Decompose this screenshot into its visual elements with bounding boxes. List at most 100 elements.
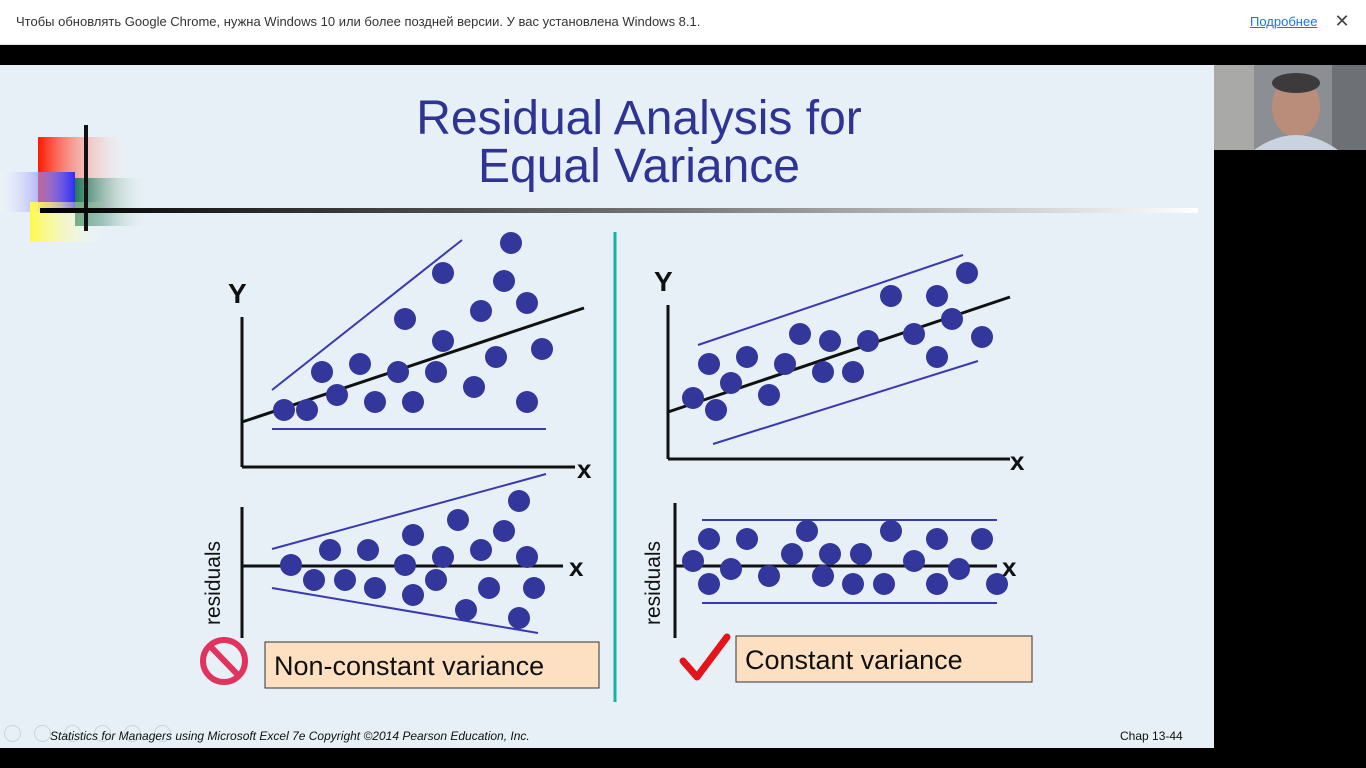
data-point [387, 361, 409, 383]
data-point [432, 262, 454, 284]
learn-more-link[interactable]: Подробнее [1250, 14, 1318, 29]
data-point [364, 391, 386, 413]
right-scatter-plot [666, 254, 1011, 461]
data-point [500, 232, 522, 254]
residual-point [334, 569, 356, 591]
residual-point [873, 573, 895, 595]
data-point [971, 326, 993, 348]
data-point [296, 399, 318, 421]
presentation-slide: Residual Analysis for Equal Variance [0, 65, 1214, 748]
data-point [903, 323, 925, 345]
top-black-band [0, 45, 1366, 65]
slide-nav-more[interactable] [154, 725, 171, 742]
residual-point [948, 558, 970, 580]
right-x-label: x [1010, 446, 1025, 476]
residual-point [493, 520, 515, 542]
data-point [326, 384, 348, 406]
residual-point [364, 577, 386, 599]
close-icon[interactable]: ✕ [1334, 11, 1350, 31]
residual-point [478, 577, 500, 599]
left-caption: Non-constant variance [274, 651, 544, 681]
checkmark-icon [679, 633, 731, 681]
left-residual-upper-envelope [271, 473, 547, 550]
residual-point [819, 543, 841, 565]
residual-point [402, 524, 424, 546]
slide-footer-copyright: Statistics for Managers using Microsoft … [50, 729, 530, 743]
slide-page-number: Chap 13-44 [1120, 729, 1183, 743]
residual-point [280, 554, 302, 576]
data-point [463, 376, 485, 398]
residual-point [516, 546, 538, 568]
webcam-video[interactable] [1214, 65, 1366, 150]
residual-point [682, 550, 704, 572]
residual-point [880, 520, 902, 542]
residual-point [720, 558, 742, 580]
residual-point [926, 573, 948, 595]
residual-point [402, 584, 424, 606]
bottom-black-band [0, 748, 1366, 768]
data-point [842, 361, 864, 383]
data-point [774, 353, 796, 375]
residual-point [812, 565, 834, 587]
data-point [698, 353, 720, 375]
slide-nav-grid[interactable] [94, 725, 111, 742]
residual-point [432, 546, 454, 568]
left-residual-lower-envelope [271, 587, 539, 634]
left-y-label: Y [228, 278, 247, 309]
right-residual-x-label: x [1002, 552, 1017, 582]
residual-point [781, 543, 803, 565]
residual-point [455, 599, 477, 621]
data-point [789, 323, 811, 345]
data-point [273, 399, 295, 421]
slide-nav-zoom[interactable] [124, 725, 141, 742]
residual-point [698, 573, 720, 595]
data-point [682, 387, 704, 409]
data-point [311, 361, 333, 383]
data-point [394, 308, 416, 330]
residual-point [508, 490, 530, 512]
data-point [812, 361, 834, 383]
residual-point [842, 573, 864, 595]
slide-title-line2: Equal Variance [478, 140, 800, 193]
presenter-video-image [1214, 65, 1366, 150]
residual-point [470, 539, 492, 561]
prohibited-icon [200, 637, 248, 685]
title-underline-bar [40, 208, 1198, 213]
data-point [926, 346, 948, 368]
slide-nav-next[interactable] [34, 725, 51, 742]
data-point [880, 285, 902, 307]
data-point [485, 346, 507, 368]
data-point [736, 346, 758, 368]
data-point [470, 300, 492, 322]
data-point [402, 391, 424, 413]
right-residuals-label: residuals [642, 541, 665, 625]
residual-point [986, 573, 1008, 595]
residual-point [508, 607, 530, 629]
left-upper-envelope [271, 239, 463, 391]
residual-point [319, 539, 341, 561]
right-residual-plot [673, 503, 1008, 638]
slide-title: Residual Analysis for Equal Variance [300, 95, 978, 191]
left-caption-box [264, 641, 600, 689]
left-residual-x-label: x [569, 552, 584, 582]
residual-point [357, 539, 379, 561]
data-point [720, 372, 742, 394]
slide-nav-prev[interactable] [4, 725, 21, 742]
left-scatter-plot [240, 232, 585, 469]
left-x-label: x [577, 454, 592, 484]
residual-point [394, 554, 416, 576]
residual-point [303, 569, 325, 591]
residual-point [971, 528, 993, 550]
residual-point [698, 528, 720, 550]
residual-point [926, 528, 948, 550]
data-point [425, 361, 447, 383]
data-point [819, 330, 841, 352]
right-lower-envelope [712, 360, 979, 445]
residual-point [736, 528, 758, 550]
right-upper-envelope [697, 254, 964, 346]
data-point [705, 399, 727, 421]
data-point [758, 384, 780, 406]
slide-nav-pen[interactable] [64, 725, 81, 742]
right-y-label: Y [654, 266, 673, 297]
data-point [531, 338, 553, 360]
